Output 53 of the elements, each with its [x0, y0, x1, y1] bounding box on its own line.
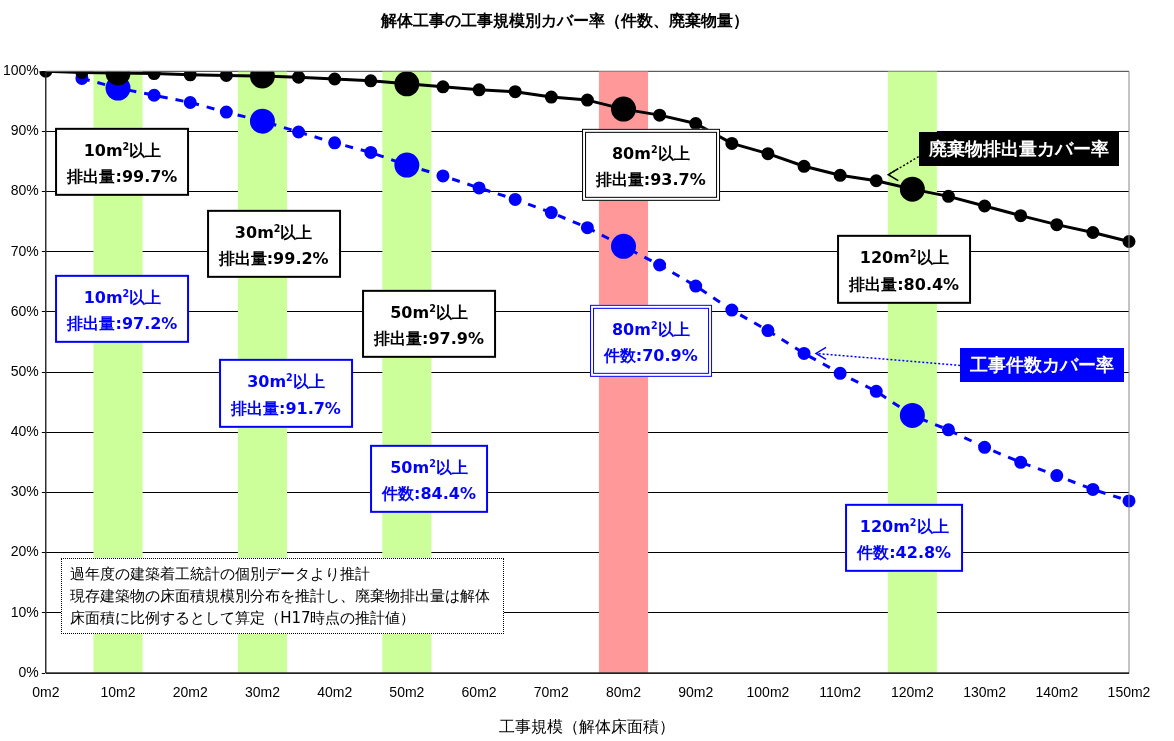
series-label: 廃棄物排出量カバー率 [918, 131, 1119, 166]
x-tick-label: 30m2 [244, 684, 281, 701]
x-tick-label: 110m2 [819, 684, 862, 701]
annotation: 50m$^{2}$以上 [389, 301, 469, 325]
x-tick-label: 150m2 [1107, 684, 1151, 701]
x-tick-label: 140m2 [1035, 684, 1079, 701]
annotation: 80m$^{2}$以上 [610, 318, 691, 341]
y-tick-label: 90% [10, 122, 39, 139]
y-tick-label: 20% [10, 543, 39, 560]
annotation: 30m$^{2}$以上 [246, 371, 326, 394]
chart-title: 解体工事の工事規模別カバー率（件数、廃棄物量） [379, 10, 749, 30]
annotation: 80m$^{2}$以上 [610, 142, 691, 166]
annotation: 件数:42.8% [857, 541, 952, 564]
x-tick-label: 120m2 [890, 684, 934, 701]
x-axis-title: 工事規模（解体床面積） [499, 717, 676, 735]
x-tick-label: 20m2 [172, 684, 208, 701]
y-tick-label: 50% [10, 362, 39, 379]
x-tick-label: 0m2 [32, 684, 60, 701]
x-tick-label: 130m2 [963, 684, 1007, 701]
annotation: 10m$^{2}$以上 [82, 286, 163, 309]
annotation: 排出量:99.2% [218, 247, 329, 270]
annotation: 120m$^{2}$以上 [858, 515, 950, 538]
annotation: 排出量:97.9% [374, 328, 484, 351]
x-tick-label: 100m2 [746, 684, 790, 701]
x-tick-label: 10m2 [100, 684, 136, 701]
x-tick-label: 50m2 [389, 684, 425, 701]
y-tick-label: 60% [10, 302, 39, 319]
annotation: 10m$^{2}$以上 [82, 139, 163, 163]
y-tick-label: 100% [2, 62, 39, 79]
annotation: 件数:84.4% [382, 483, 476, 506]
x-tick-label: 40m2 [317, 684, 353, 701]
annotation: 120m$^{2}$以上 [858, 247, 950, 270]
annotation: 現存建築物の床面積規模別分布を推計し、廃棄物排出量は解体床面積に比例するとして算定（H17時点の推計値） [70, 586, 492, 630]
annotation: 排出量:99.7% [67, 166, 178, 189]
y-tick-label: 40% [10, 423, 39, 440]
x-tick-label: 80m2 [605, 684, 642, 701]
x-tick-label: 90m2 [678, 684, 714, 701]
y-tick-label: 80% [10, 182, 39, 199]
y-tick-label: 10% [10, 603, 39, 620]
annotation: 30m$^{2}$以上 [233, 221, 314, 244]
annotation: 排出量:97.2% [67, 312, 178, 335]
text: 工事件数カバー率 [960, 348, 1125, 383]
annotation: 排出量:80.4% [849, 273, 960, 296]
annotation: 排出量:91.7% [230, 397, 341, 420]
x-tick-label: 70m2 [533, 684, 570, 701]
y-tick-label: 30% [10, 483, 39, 500]
y-tick-label: 0% [18, 663, 39, 680]
x-tick-label: 60m2 [461, 684, 497, 701]
annotation: 件数:70.9% [603, 344, 698, 367]
y-tick-label: 70% [10, 242, 39, 259]
annotation: 過年度の建築着工統計の個別データより推計 [70, 564, 372, 586]
annotation: 50m$^{2}$以上 [389, 456, 469, 480]
annotation: 排出量:93.7% [595, 169, 706, 192]
